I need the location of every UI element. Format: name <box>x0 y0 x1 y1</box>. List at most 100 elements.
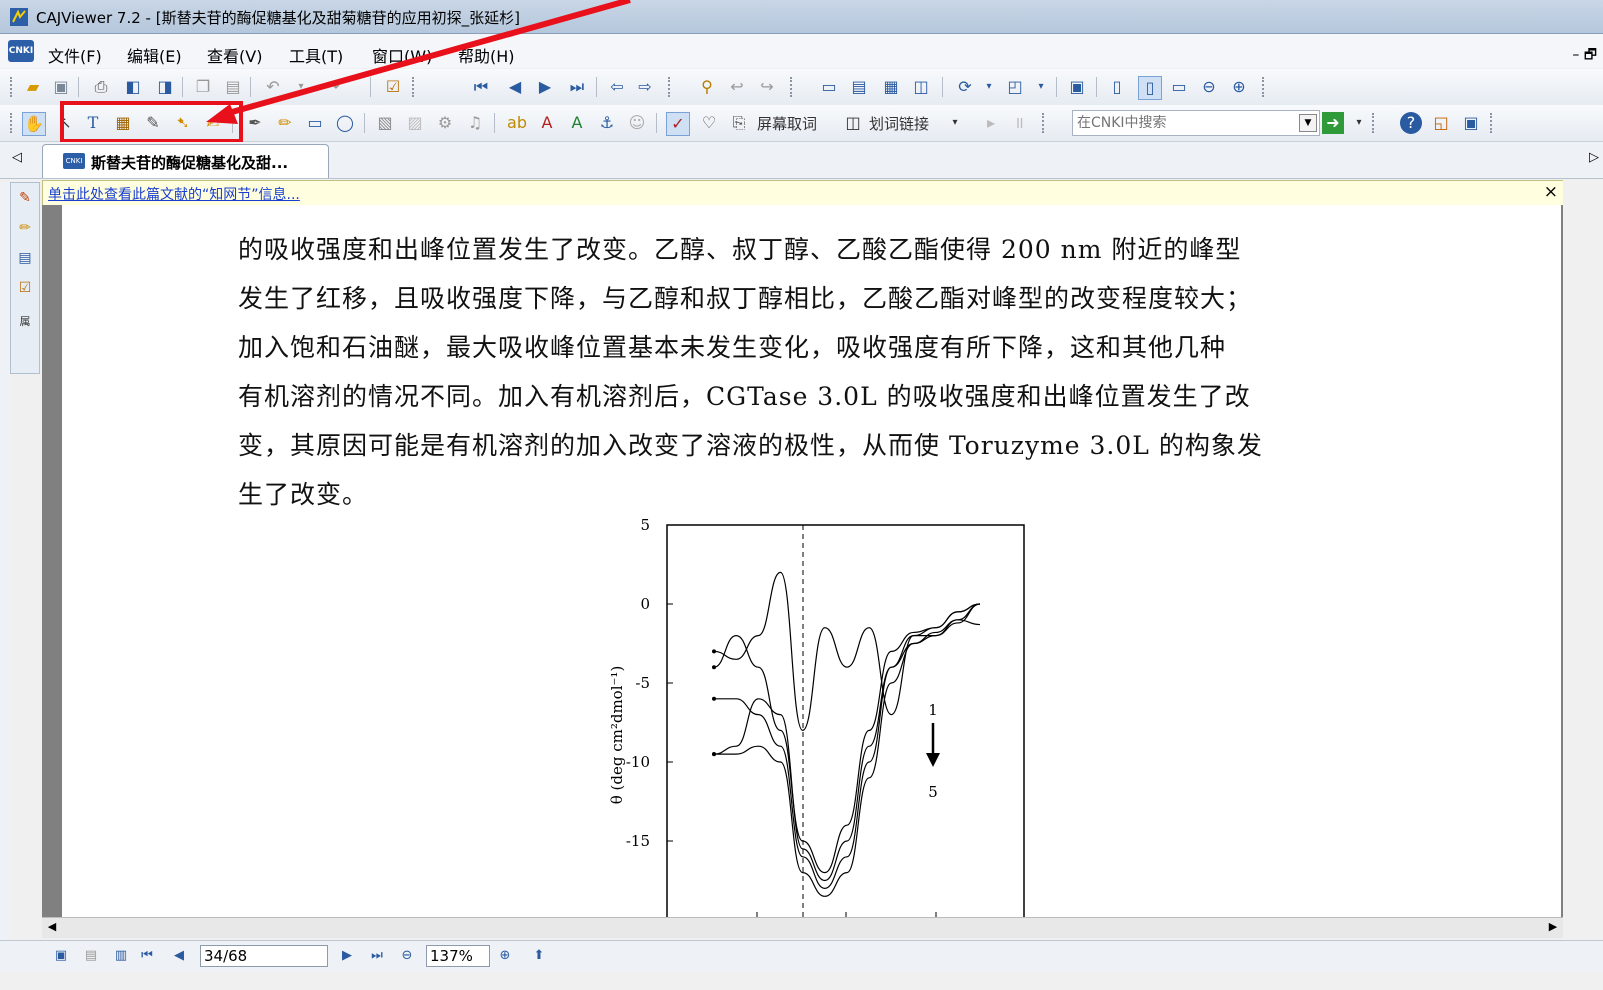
continuous-page-icon[interactable]: ▤ <box>851 77 867 96</box>
search-dropdown-icon[interactable]: ▼ <box>1299 114 1317 132</box>
zoom-field[interactable] <box>426 945 490 967</box>
cnki-logo-icon[interactable]: CNKI <box>8 40 34 62</box>
help-link-icon[interactable]: ♡ <box>701 113 717 132</box>
attributes-panel-icon[interactable]: 属 <box>19 315 31 328</box>
ellipse-icon[interactable]: ◯ <box>336 113 354 132</box>
toolbar-grip[interactable] <box>10 77 15 97</box>
find-next-icon[interactable]: ↪ <box>760 77 774 96</box>
word-link-button[interactable]: 划词链接 <box>869 115 930 133</box>
word-link-icon[interactable]: ◫ <box>845 113 861 132</box>
cnki-search-box[interactable]: ▼ <box>1072 110 1320 136</box>
save-icon[interactable]: ▣ <box>53 77 69 96</box>
zoom-out-icon[interactable]: ⊖ <box>401 948 413 963</box>
toolbar-grip[interactable] <box>1042 113 1047 133</box>
document-viewport[interactable]: 的吸收强度和出峰位置发生了改变。乙醇、叔丁醇、乙酸乙酯使得 200 nm 附近的… <box>42 205 1563 917</box>
fit-width-icon[interactable]: ▭ <box>1171 77 1187 96</box>
about-icon[interactable]: ◱ <box>1433 113 1449 132</box>
toolbar-grip[interactable] <box>10 113 15 133</box>
eraser-icon[interactable]: ▧ <box>377 113 393 132</box>
rotate-dropdown-icon[interactable]: ▾ <box>986 81 992 92</box>
zoom-in-icon[interactable]: ⊕ <box>499 948 511 963</box>
screen-word-icon[interactable]: ⎘ <box>732 113 746 132</box>
document-tab[interactable]: CNKI 斯替夫苷的酶促糖基化及甜... <box>42 144 329 178</box>
search-go-icon[interactable]: ➜ <box>1322 112 1344 134</box>
menu-edit[interactable]: 编辑(E) <box>127 47 182 66</box>
zoom-in-icon[interactable]: ⊕ <box>1232 77 1246 96</box>
notes-panel-icon[interactable]: ✎ <box>19 190 31 206</box>
rotate-icon[interactable]: ⟳ <box>958 77 972 96</box>
continuous-view-icon[interactable]: ▤ <box>84 948 98 963</box>
select-image-icon[interactable]: ▦ <box>115 113 131 132</box>
pen-icon[interactable]: ✒ <box>248 113 262 132</box>
next-page-icon[interactable]: ▶ <box>538 77 552 96</box>
menu-file[interactable]: 文件(F) <box>48 47 102 66</box>
undo-dropdown-icon[interactable]: ▾ <box>298 81 304 92</box>
zoom-input[interactable] <box>427 946 488 966</box>
first-page-icon[interactable]: ⏮ <box>473 77 489 96</box>
stamp-icon[interactable]: ▨ <box>407 113 423 132</box>
pause-icon[interactable]: ॥ <box>1014 113 1024 132</box>
horizontal-scrollbar[interactable]: ◀ ▶ <box>42 917 1563 938</box>
annotation-panel-icon[interactable]: ✏ <box>19 220 31 236</box>
rectangle-icon[interactable]: ▭ <box>307 113 323 132</box>
open-folder-icon[interactable]: ▰ <box>26 77 40 96</box>
cnki-search-input[interactable] <box>1073 111 1279 135</box>
ocr-icon[interactable]: ✎ <box>146 113 160 132</box>
text-recognition-icon[interactable]: ➷ <box>176 113 190 132</box>
toolbar-grip[interactable] <box>1490 113 1495 133</box>
facing-pages-icon[interactable]: ▦ <box>883 77 899 96</box>
copy-icon[interactable]: ❐ <box>195 77 211 96</box>
print-preview-icon[interactable]: ◧ <box>125 77 141 96</box>
previous-page-icon[interactable]: ◀ <box>174 948 184 963</box>
help-icon[interactable]: ? <box>1400 112 1422 134</box>
underline-annotation-icon[interactable]: ab <box>507 113 527 132</box>
minimize-button[interactable]: – <box>1572 47 1580 63</box>
user-icon[interactable]: ☺ <box>628 113 646 132</box>
two-page-icon[interactable]: ◫ <box>913 77 929 96</box>
last-page-icon[interactable]: ⏭ <box>569 77 585 96</box>
forward-icon[interactable]: ⇨ <box>638 77 652 96</box>
play-icon[interactable]: ▸ <box>986 113 996 132</box>
toolbar-grip[interactable] <box>668 77 673 97</box>
search-go-dropdown-icon[interactable]: ▾ <box>1356 117 1362 128</box>
screen-word-button[interactable]: 屏幕取词 <box>757 115 818 133</box>
restore-button[interactable]: 🗗 <box>1583 47 1597 63</box>
document-properties-icon[interactable]: ◨ <box>157 77 173 96</box>
zoom-out-icon[interactable]: ⊖ <box>1202 77 1216 96</box>
layout-icon[interactable]: ◰ <box>1007 77 1023 96</box>
full-screen-icon[interactable]: ▣ <box>1069 77 1085 96</box>
single-page-view-icon[interactable]: ▣ <box>54 948 68 963</box>
page-up-icon[interactable]: ⬆ <box>533 948 545 963</box>
scroll-right-arrow-icon[interactable]: ▶ <box>1548 920 1558 933</box>
info-window-icon[interactable]: ▣ <box>1463 113 1479 132</box>
scroll-left-arrow-icon[interactable]: ◀ <box>47 920 57 933</box>
outline-panel-icon[interactable]: ▤ <box>18 250 32 266</box>
close-icon[interactable]: × <box>1543 182 1558 202</box>
text-color-icon[interactable]: A <box>571 113 583 132</box>
back-icon[interactable]: ⇦ <box>610 77 624 96</box>
undo-icon[interactable]: ↶ <box>266 77 280 96</box>
cnki-node-link[interactable]: 单击此处查看此篇文献的“知网节”信息... <box>48 187 300 203</box>
notes-icon[interactable]: ✓ <box>666 112 690 136</box>
menu-window[interactable]: 窗口(W) <box>372 47 433 66</box>
page-number-input[interactable] <box>201 946 320 966</box>
find-previous-icon[interactable]: ↩ <box>730 77 744 96</box>
first-page-icon[interactable]: ⏮ <box>141 948 153 963</box>
paste-icon[interactable]: ▤ <box>225 77 241 96</box>
find-icon[interactable]: ⚲ <box>701 77 713 96</box>
select-text-icon[interactable]: T <box>87 113 99 132</box>
strikethrough-icon[interactable]: A <box>541 113 553 132</box>
toolbar-grip[interactable] <box>790 77 795 97</box>
facing-view-icon[interactable]: ▥ <box>114 948 128 963</box>
actual-size-icon[interactable]: ▯ <box>1112 77 1122 96</box>
highlighter-icon[interactable]: ✏ <box>278 113 292 132</box>
fit-page-icon[interactable]: ▯ <box>1138 76 1162 100</box>
page-number-field[interactable] <box>200 945 328 967</box>
previous-page-icon[interactable]: ◀ <box>508 77 522 96</box>
toolbar-grip[interactable] <box>412 77 417 97</box>
toolbar-grip[interactable] <box>1372 113 1377 133</box>
options-icon[interactable]: ☑ <box>385 77 401 96</box>
settings-gear-icon[interactable]: ⚙ <box>437 113 453 132</box>
audio-icon[interactable]: ♫ <box>467 113 483 132</box>
print-icon[interactable]: ⎙ <box>94 77 108 96</box>
